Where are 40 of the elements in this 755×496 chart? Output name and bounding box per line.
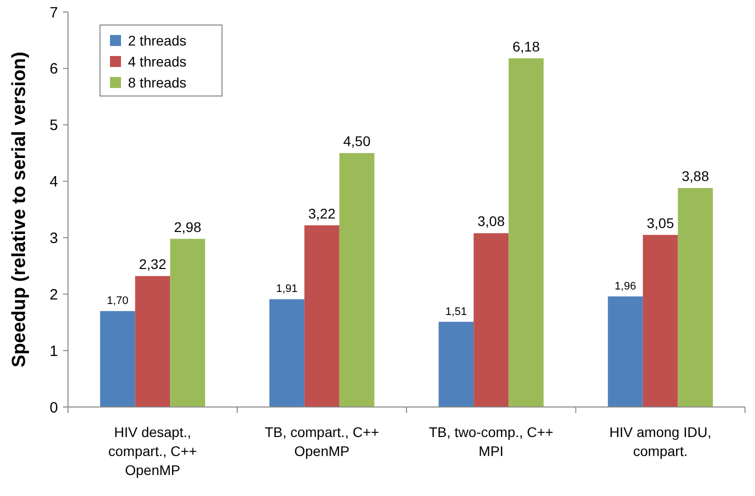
data-label: 6,18 — [512, 38, 540, 54]
y-tick-label: 7 — [50, 4, 58, 22]
bar — [170, 238, 206, 407]
bar — [135, 276, 170, 407]
data-label: 3,88 — [682, 168, 710, 184]
data-label: 4,50 — [343, 133, 371, 150]
y-tick-label: 2 — [50, 286, 58, 304]
bar — [438, 322, 474, 407]
bar — [678, 188, 713, 407]
x-tick-label: HIV desapt., compart., C++ OpenMP — [108, 424, 197, 478]
data-label: 1,70 — [106, 295, 128, 308]
x-tick-label: HIV among IDU, compart. — [609, 424, 712, 459]
bar — [269, 299, 304, 407]
bar — [642, 234, 678, 407]
bar — [339, 153, 374, 407]
bar — [304, 225, 340, 407]
data-label: 1,96 — [614, 280, 636, 292]
y-tick-label: 6 — [50, 60, 58, 78]
bar — [100, 311, 136, 407]
y-tick-label: 1 — [50, 342, 58, 360]
bar — [474, 233, 509, 407]
data-label: 3,22 — [308, 205, 336, 222]
data-label: 3,05 — [646, 214, 674, 231]
data-label: 2,98 — [174, 218, 202, 235]
y-axis-title: Speedup (relative to serial version) — [9, 52, 30, 368]
legend-label: 4 threads — [128, 53, 186, 70]
data-label: 1,51 — [445, 306, 467, 318]
y-tick-label: 3 — [50, 230, 58, 247]
x-tick-label: TB, compart., C++ OpenMP — [264, 424, 380, 459]
legend-label: 8 threads — [128, 74, 186, 90]
y-tick-label: 5 — [50, 117, 58, 134]
data-label: 3,08 — [478, 213, 505, 230]
x-tick-label: TB, two-comp., C++ MPI — [428, 424, 554, 459]
bar — [508, 58, 544, 407]
legend-label: 2 threads — [128, 32, 186, 48]
data-label: 2,32 — [139, 256, 166, 272]
data-label: 1,91 — [276, 283, 298, 296]
bar — [608, 296, 643, 407]
y-tick-label: 4 — [50, 174, 58, 191]
y-tick-label: 0 — [50, 399, 58, 416]
